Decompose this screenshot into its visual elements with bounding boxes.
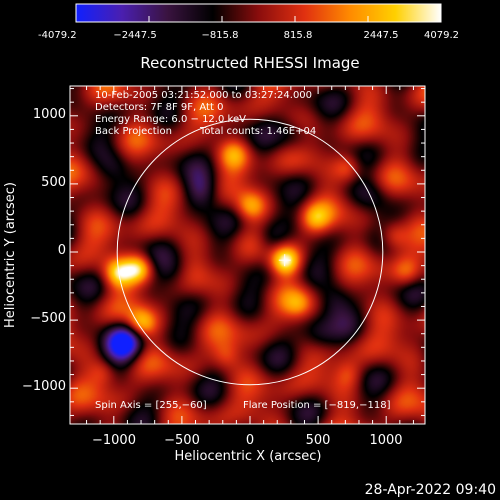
x-axis-label: Heliocentric X (arcsec) [175, 449, 322, 464]
colorbar-tick-label-2: −815.8 [201, 30, 238, 41]
annotation-method: Back Projection [95, 126, 172, 137]
colorbar-ticks [75, 16, 442, 22]
y-tick-label: 1000 [33, 107, 66, 122]
y-tick-labels: 1000 500 0 −500 −1000 [22, 107, 66, 394]
y-tick-label: −1000 [22, 379, 66, 394]
colorbar-tick-label-3: 815.8 [284, 30, 313, 41]
footer-timestamp: 28-Apr-2022 09:40 [365, 482, 496, 498]
solar-limb-circle [116, 118, 384, 386]
annotation-energy-range: Energy Range: 6.0 − 12.0 keV [95, 114, 246, 125]
y-axis-label: Heliocentric Y (arcsec) [3, 182, 18, 328]
heatmap-canvas [70, 86, 425, 424]
chart-title: Reconstructed RHESSI Image [140, 54, 359, 72]
y-tick-label: 500 [41, 175, 66, 190]
y-tick-label: 0 [58, 243, 66, 258]
x-tick-label: 1000 [369, 433, 402, 448]
x-tick-label: 0 [246, 433, 254, 448]
axis-ticks [70, 86, 425, 424]
x-tick-label: 500 [306, 433, 331, 448]
colorbar-tick-label-5: 4079.2 [424, 30, 459, 41]
annotation-flare-position: Flare Position = [−819,−118] [243, 400, 391, 411]
spin-axis-marker [278, 254, 291, 267]
x-tick-label: −500 [164, 433, 200, 448]
annotation-spin-axis: Spin Axis = [255,−60] [95, 400, 207, 411]
heatmap-image [70, 86, 425, 424]
colorbar-strip [75, 3, 442, 23]
colorbar-tick-label-4: 2447.5 [364, 30, 399, 41]
x-tick-label: −1000 [92, 433, 136, 448]
colorbar: -4079.2 −2447.5 −815.8 815.8 2447.5 4079… [38, 3, 459, 41]
annotation-time-range: 10-Feb-2005 03:21:52.000 to 03:27:24.000 [95, 90, 312, 101]
y-tick-label: −500 [30, 311, 66, 326]
colorbar-tick-label-0: -4079.2 [38, 30, 77, 41]
plot-frame [69, 85, 426, 425]
annotation-total-counts: Total counts: 1.46E+04 [199, 126, 316, 137]
colorbar-tick-label-1: −2447.5 [113, 30, 156, 41]
x-tick-labels: −1000 −500 0 500 1000 [92, 433, 403, 448]
annotation-detectors: Detectors: 7F 8F 9F, Att 0 [95, 102, 223, 113]
